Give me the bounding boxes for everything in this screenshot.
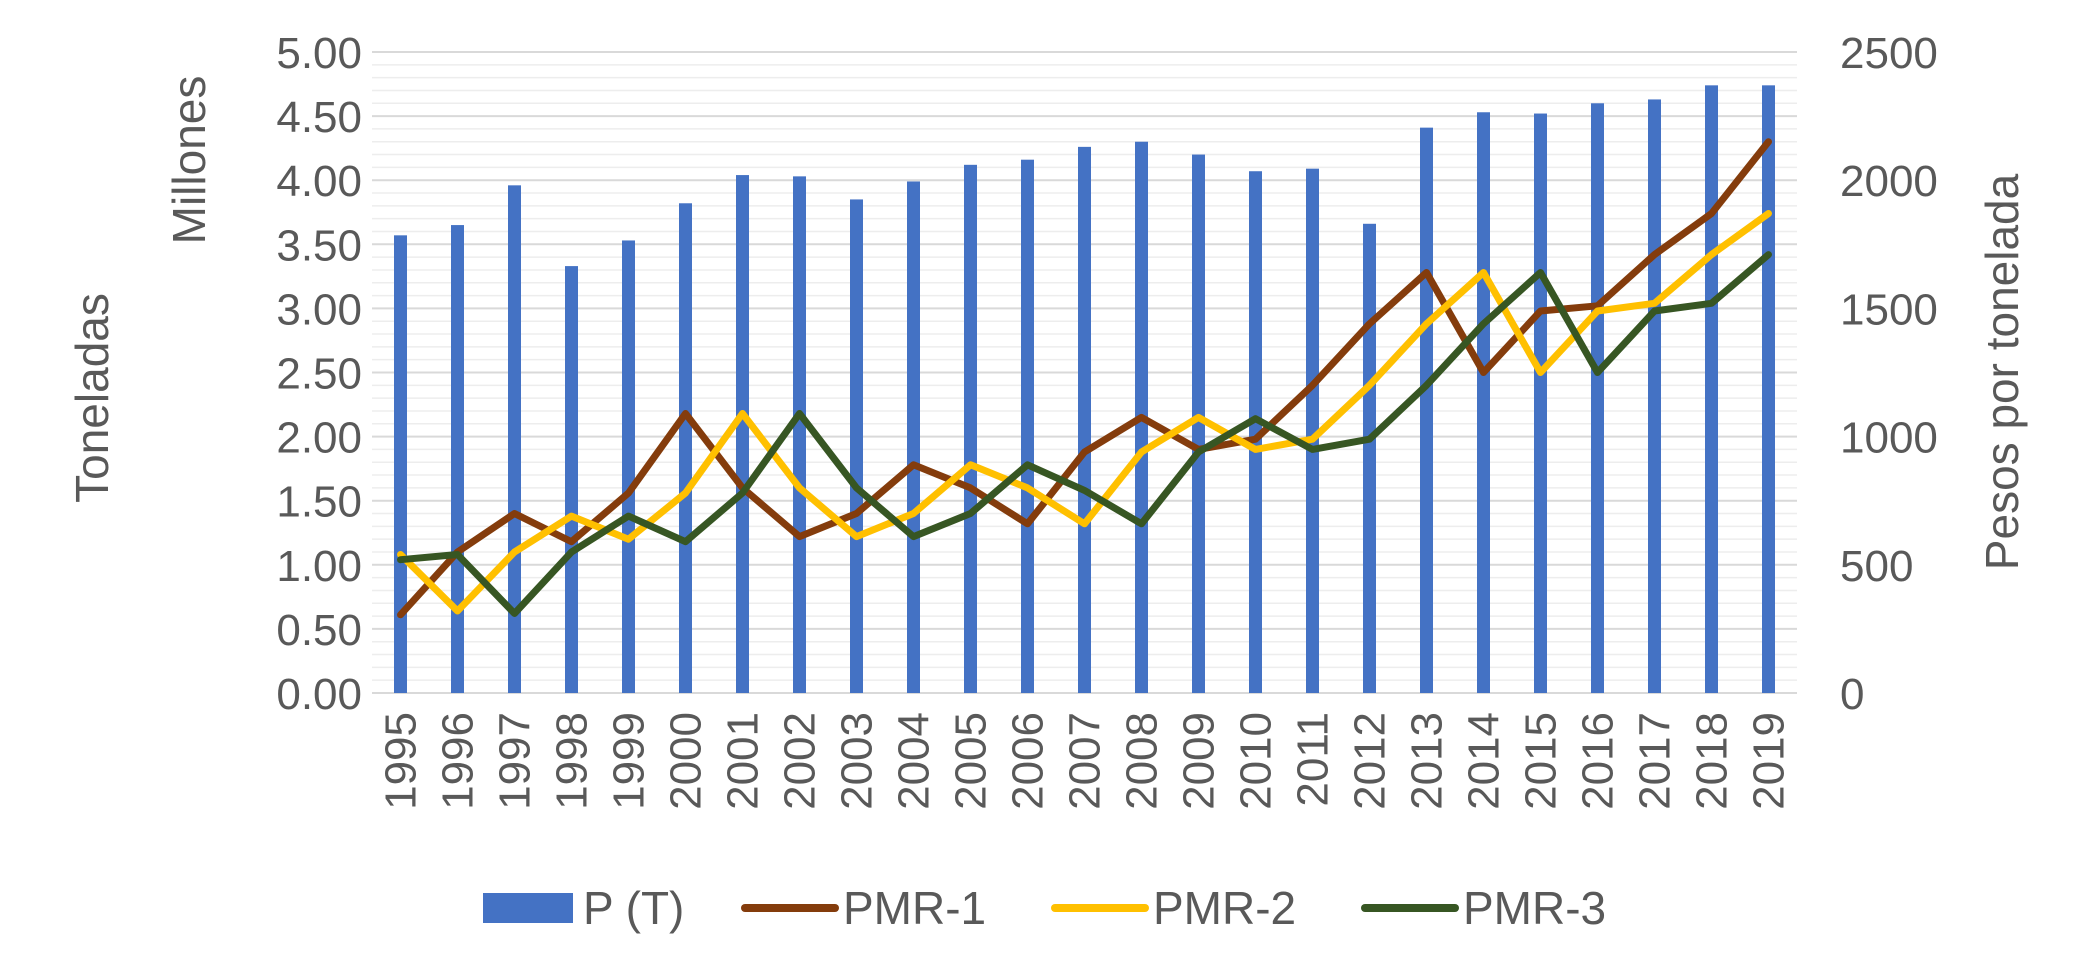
x-tick-label: 2019 <box>1745 712 1794 810</box>
bar-2013 <box>1420 127 1433 693</box>
x-tick-label: 2003 <box>833 712 882 810</box>
bar-1995 <box>394 235 407 694</box>
x-tick-label: 1999 <box>605 712 654 810</box>
left-axis-title: Toneladas <box>66 293 118 503</box>
x-tick-label: 1997 <box>491 712 540 810</box>
bar-2017 <box>1648 99 1661 693</box>
x-tick-label: 2007 <box>1061 712 1110 810</box>
x-tick-label: 2005 <box>947 712 996 810</box>
x-tick-label: 2004 <box>890 712 939 810</box>
x-tick-label: 2002 <box>776 712 825 810</box>
left-axis-units-label: Millones <box>163 76 215 245</box>
bar-2003 <box>850 199 863 693</box>
left-tick-label: 2.00 <box>276 414 362 463</box>
bar-2004 <box>907 181 920 693</box>
left-tick-label: 0.00 <box>276 670 362 719</box>
left-tick-label: 4.00 <box>276 157 362 206</box>
x-tick-label: 1998 <box>548 712 597 810</box>
bar-2007 <box>1078 146 1091 694</box>
bar-2002 <box>793 176 806 693</box>
x-tick-label: 1996 <box>434 712 483 810</box>
x-tick-label: 2008 <box>1118 712 1167 810</box>
bar-2009 <box>1192 154 1205 693</box>
x-tick-label: 2006 <box>1004 712 1053 810</box>
bar-2019 <box>1762 85 1775 693</box>
right-tick-label: 1500 <box>1840 285 1938 334</box>
bar-2011 <box>1306 168 1319 694</box>
bar-2012 <box>1363 223 1376 693</box>
legend-label-pmr-2: PMR-2 <box>1153 882 1296 934</box>
bar-1996 <box>451 225 464 693</box>
legend-label-pmr-3: PMR-3 <box>1463 882 1606 934</box>
bar-2000 <box>679 203 692 693</box>
x-tick-label: 2017 <box>1631 712 1680 810</box>
x-tick-label: 2010 <box>1232 712 1281 810</box>
legend-label-pmr-1: PMR-1 <box>843 882 986 934</box>
x-tick-label: 2016 <box>1574 712 1623 810</box>
left-tick-label: 0.50 <box>276 606 362 655</box>
bar-2006 <box>1021 159 1034 694</box>
x-tick-label: 1995 <box>377 712 426 810</box>
bar-1998 <box>565 266 578 693</box>
bar-2001 <box>736 175 749 693</box>
legend: P (T) PMR-1 PMR-2 PMR-3 <box>483 882 1606 934</box>
left-tick-label: 4.50 <box>276 93 362 142</box>
left-axis-ticks: 0.00 0.50 1.00 1.50 2.00 2.50 3.00 3.50 4.00 4.50… <box>276 29 362 719</box>
x-tick-label: 2011 <box>1289 712 1338 807</box>
x-axis-ticks: 1995 1996 1997 1998 1999 2000 2001 2002 2003 2004… <box>377 712 1794 810</box>
bar-2015 <box>1534 113 1547 693</box>
right-tick-label: 0 <box>1840 670 1864 719</box>
x-tick-label: 2009 <box>1175 712 1224 810</box>
line-pmr-3 <box>397 251 1772 617</box>
x-tick-label: 2018 <box>1688 712 1737 810</box>
bar-2018 <box>1705 85 1718 693</box>
right-axis-ticks: 0 500 1000 1500 2000 2500 <box>1840 29 1938 719</box>
left-tick-label: 3.00 <box>276 285 362 334</box>
x-tick-label: 2001 <box>719 712 768 810</box>
right-axis-title: Pesos por tonelada <box>1976 173 2028 570</box>
left-tick-label: 1.50 <box>276 478 362 527</box>
x-tick-label: 2013 <box>1403 712 1452 810</box>
line-series <box>397 138 1772 619</box>
bar-2016 <box>1591 103 1604 693</box>
left-tick-label: 5.00 <box>276 29 362 78</box>
line-pmr-2 <box>397 210 1772 615</box>
left-tick-label: 2.50 <box>276 350 362 399</box>
x-tick-label: 2015 <box>1517 712 1566 810</box>
bar-2010 <box>1249 171 1262 693</box>
line-pmr-1 <box>397 138 1772 619</box>
bar-2014 <box>1477 112 1490 693</box>
left-tick-label: 1.00 <box>276 542 362 591</box>
bar-series-p-t <box>394 85 1775 694</box>
right-tick-label: 2000 <box>1840 157 1938 206</box>
legend-label-p-t: P (T) <box>583 882 684 934</box>
right-tick-label: 500 <box>1840 542 1913 591</box>
x-tick-label: 2012 <box>1346 712 1395 810</box>
right-tick-label: 1000 <box>1840 414 1938 463</box>
left-tick-label: 3.50 <box>276 221 362 270</box>
bar-1999 <box>622 240 635 694</box>
x-tick-label: 2000 <box>662 712 711 810</box>
right-tick-label: 2500 <box>1840 29 1938 78</box>
x-tick-label: 2014 <box>1460 712 1509 810</box>
legend-swatch-p-t <box>483 893 573 923</box>
bar-2005 <box>964 164 977 694</box>
bar-1997 <box>508 185 521 693</box>
